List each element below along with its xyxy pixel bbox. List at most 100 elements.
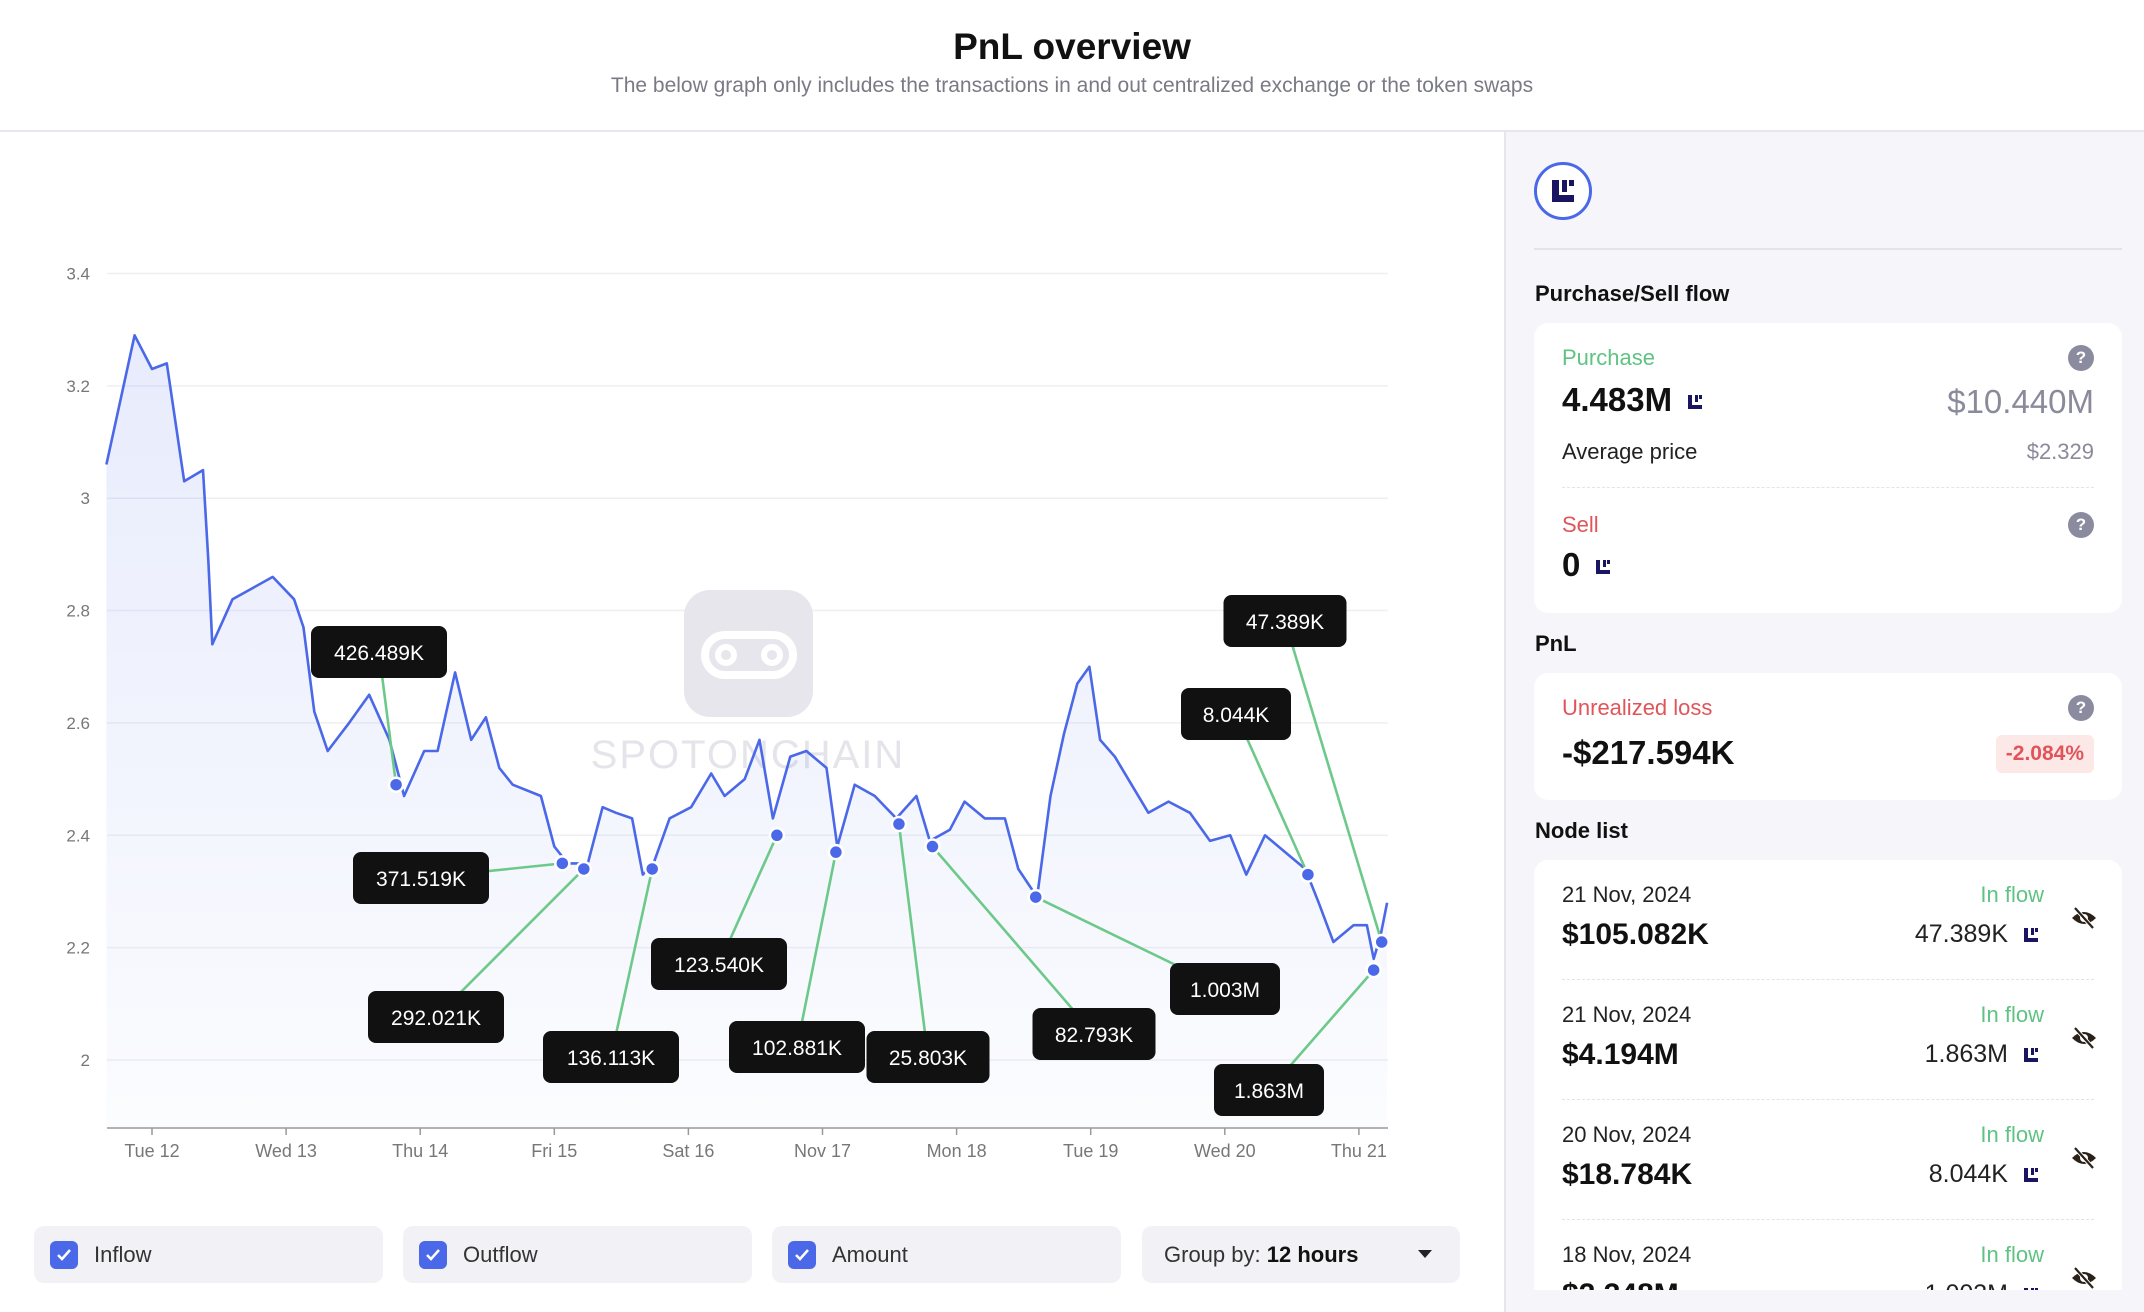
flow-marker[interactable]	[890, 815, 908, 833]
node-list-title: Node list	[1535, 818, 1628, 843]
node-flow-type: In flow	[1980, 1002, 2044, 1027]
annotation-label: 82.793K	[1055, 1024, 1133, 1047]
inflow-label: Inflow	[94, 1241, 152, 1267]
node-amount: 8.044K	[1928, 1160, 2008, 1188]
node-list-item[interactable]: 20 Nov, 2024 $18.784K In flow 8.044K	[1534, 1100, 2122, 1220]
annotation-label: 136.113K	[567, 1047, 655, 1070]
purchase-amount-row: 4.483M	[1562, 381, 1709, 419]
node-usd-value: $105.082K	[1562, 918, 1709, 951]
node-date: 20 Nov, 2024	[1562, 1122, 1692, 1147]
annotation-connector	[609, 868, 654, 1058]
token-icon	[1590, 554, 1617, 581]
node-list-item[interactable]: 21 Nov, 2024 $4.194M In flow 1.863M	[1534, 980, 2122, 1100]
divider	[1562, 1099, 2094, 1100]
divider	[1562, 487, 2094, 488]
annotation-label-box	[353, 852, 489, 904]
purchase-label: Purchase	[1562, 345, 1655, 370]
page-subtitle: The below graph only includes the transa…	[610, 74, 1534, 97]
x-tick-label: Tue 19	[1063, 1141, 1118, 1161]
node-list-item[interactable]: 21 Nov, 2024 $105.082K In flow 47.389K	[1534, 860, 2122, 980]
outflow-label: Outflow	[463, 1241, 538, 1267]
node-amount-row: 47.389K	[1915, 920, 2044, 949]
x-tick-label: Sat 16	[662, 1141, 714, 1161]
flow-marker[interactable]	[1027, 888, 1044, 906]
flow-marker[interactable]	[827, 843, 845, 861]
node-list-item[interactable]: 18 Nov, 2024 $2.348M In flow 1.003M	[1534, 1220, 2122, 1290]
help-icon[interactable]: ?	[2068, 345, 2094, 371]
annotation-label: 123.540K	[674, 954, 764, 977]
flow-marker[interactable]	[1373, 933, 1390, 951]
annotation-connector	[795, 851, 838, 1048]
purchase-usd: $10.440M	[1947, 383, 2094, 420]
outflow-toggle[interactable]: Outflow	[403, 1226, 752, 1283]
node-usd-value: $2.348M	[1562, 1278, 1679, 1290]
avg-price-value: $2.329	[2026, 439, 2094, 464]
pnl-card: Unrealized loss ? -$217.594K -2.084%	[1534, 673, 2122, 800]
y-tick-label: 2.4	[66, 826, 90, 845]
divider	[1562, 1219, 2094, 1220]
annotation-label: 102.881K	[752, 1037, 842, 1060]
eye-slash-icon[interactable]	[2070, 1266, 2098, 1290]
node-flow-type: In flow	[1980, 882, 2044, 907]
annotation-label-box	[729, 1021, 865, 1073]
eye-slash-icon[interactable]	[2070, 1146, 2098, 1175]
outflow-checkbox[interactable]	[419, 1240, 447, 1269]
flow-marker[interactable]	[575, 860, 593, 878]
sell-amount: 0	[1562, 546, 1581, 583]
annotation-label-box	[543, 1031, 679, 1083]
flow-marker[interactable]	[1299, 866, 1317, 883]
purchase-amount: 4.483M	[1562, 381, 1673, 418]
flow-marker[interactable]	[387, 776, 405, 793]
amount-toggle[interactable]: Amount	[772, 1226, 1121, 1283]
y-tick-label: 2.8	[66, 602, 90, 621]
annotation-label-box	[1170, 963, 1280, 1015]
inflow-checkbox[interactable]	[50, 1240, 78, 1269]
help-icon[interactable]: ?	[2068, 512, 2094, 538]
amount-checkbox[interactable]	[788, 1240, 816, 1269]
eye-slash-icon[interactable]	[2070, 1026, 2098, 1055]
group-by-select[interactable]: Group by: 12 hours	[1142, 1226, 1460, 1283]
x-tick-label: Wed 13	[255, 1141, 317, 1161]
x-tick-label: Thu 21	[1331, 1141, 1387, 1161]
eye-slash-icon[interactable]	[2070, 906, 2098, 935]
flow-marker[interactable]	[554, 855, 571, 872]
annotation-label: 292.021K	[391, 1007, 481, 1030]
node-flow-type: In flow	[1980, 1242, 2044, 1267]
node-amount: 1.003M	[1925, 1280, 2008, 1290]
annotation-connector	[897, 823, 930, 1058]
node-list: 21 Nov, 2024 $105.082K In flow 47.389K 2…	[1534, 860, 2122, 1290]
y-tick-label: 3	[81, 489, 90, 508]
annotation-label: 1.003M	[1190, 979, 1260, 1002]
flow-marker[interactable]	[768, 827, 786, 844]
y-tick-label: 2.6	[66, 714, 90, 733]
flow-marker[interactable]	[1365, 961, 1382, 979]
purchase-sell-card: Purchase ? 4.483M $10.440M Average price…	[1534, 323, 2122, 613]
token-icon	[2018, 1041, 2044, 1068]
flow-marker[interactable]	[924, 838, 941, 855]
token-logo-icon	[1534, 162, 1592, 220]
annotation-label: 8.044K	[1203, 704, 1270, 727]
annotation-connector	[931, 845, 1095, 1035]
inflow-toggle[interactable]: Inflow	[34, 1226, 383, 1283]
divider	[1534, 248, 2122, 250]
annotation-label-box	[311, 626, 447, 678]
x-tick-label: Wed 20	[1194, 1141, 1256, 1161]
group-by-value: 12 hours	[1266, 1241, 1359, 1267]
annotation-label: 25.803K	[889, 1047, 967, 1070]
flow-marker[interactable]	[643, 860, 661, 878]
annotation-label-box	[1223, 595, 1347, 647]
sell-label: Sell	[1562, 512, 1599, 537]
token-icon	[1682, 389, 1709, 416]
price-area	[106, 335, 1388, 1128]
annotation-label-box	[1032, 1008, 1156, 1060]
annotation-connector	[1283, 620, 1383, 943]
node-amount: 1.863M	[1924, 1040, 2008, 1068]
page-title: PnL overview	[953, 26, 1191, 67]
help-icon[interactable]: ?	[2068, 695, 2094, 721]
node-date: 21 Nov, 2024	[1562, 882, 1692, 907]
unrealized-value: -$217.594K	[1562, 734, 1735, 771]
watermark-logo: SPOTONCHAIN	[591, 590, 903, 777]
x-tick-label: Thu 14	[392, 1141, 448, 1161]
page-header: PnL overview The below graph only includ…	[0, 0, 2144, 132]
y-tick-label: 3.2	[66, 377, 90, 396]
